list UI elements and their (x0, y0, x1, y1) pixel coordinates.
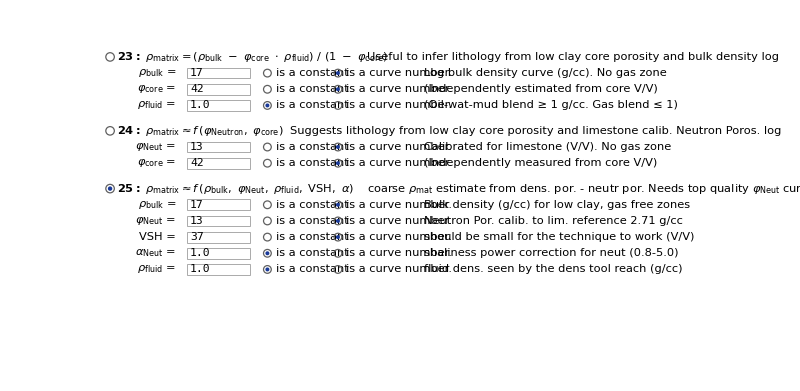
Text: 13: 13 (190, 142, 204, 152)
Text: (Oil-wat-mud blend ≥ 1 g/cc. Gas blend ≤ 1): (Oil-wat-mud blend ≥ 1 g/cc. Gas blend ≤… (424, 100, 678, 110)
Text: (Independently measured from core V/V): (Independently measured from core V/V) (424, 158, 658, 168)
Text: 1.0: 1.0 (190, 248, 210, 258)
Text: Neutron Por. calib. to lim. reference 2.71 g/cc: Neutron Por. calib. to lim. reference 2.… (424, 216, 683, 226)
Text: is a constant: is a constant (276, 68, 349, 78)
Text: fluid dens. seen by the dens tool reach (g/cc): fluid dens. seen by the dens tool reach … (424, 264, 682, 274)
Text: $\rho_{\rm bulk}$ =: $\rho_{\rm bulk}$ = (138, 199, 176, 211)
FancyBboxPatch shape (187, 248, 250, 259)
Text: 17: 17 (190, 200, 204, 210)
Text: $\alpha_{\rm Neut}$ =: $\alpha_{\rm Neut}$ = (135, 248, 176, 259)
Text: is a curve number.: is a curve number. (346, 264, 453, 274)
Text: is a constant: is a constant (276, 158, 349, 168)
Text: is a constant: is a constant (276, 200, 349, 210)
Text: $\varphi_{\rm core}$ =: $\varphi_{\rm core}$ = (137, 157, 176, 169)
Text: is a constant: is a constant (276, 216, 349, 226)
Text: shaliness power correction for neut (0.8-5.0): shaliness power correction for neut (0.8… (424, 248, 678, 258)
Text: is a curve number.: is a curve number. (346, 232, 453, 242)
Circle shape (336, 161, 340, 165)
Text: 37: 37 (190, 232, 204, 242)
Circle shape (336, 145, 340, 149)
FancyBboxPatch shape (187, 158, 250, 169)
Text: is a curve number.: is a curve number. (346, 200, 453, 210)
Circle shape (336, 71, 340, 75)
Text: is a constant: is a constant (276, 264, 349, 274)
FancyBboxPatch shape (187, 84, 250, 95)
Text: $\mathbf{25:}\ \rho_{\rm matrix} \approx f\,(\rho_{\rm bulk},\ \varphi_{\rm Neut: $\mathbf{25:}\ \rho_{\rm matrix} \approx… (117, 181, 354, 196)
Text: is a constant: is a constant (276, 100, 349, 110)
Text: coarse $\rho_{\rm mat}$ estimate from dens. por. - neutr por. Needs top quality : coarse $\rho_{\rm mat}$ estimate from de… (367, 181, 800, 196)
Circle shape (336, 235, 340, 239)
Text: is a constant: is a constant (276, 248, 349, 258)
FancyBboxPatch shape (187, 68, 250, 79)
Text: is a curve number.: is a curve number. (346, 142, 453, 152)
Text: is a curve number.: is a curve number. (346, 100, 453, 110)
Text: Useful to infer lithology from low clay core porosity and bulk density log: Useful to infer lithology from low clay … (367, 52, 779, 62)
FancyBboxPatch shape (187, 199, 250, 210)
Circle shape (266, 104, 270, 108)
Text: (Independently estimated from core V/V): (Independently estimated from core V/V) (424, 84, 658, 94)
Text: $\varphi_{\rm core}$ =: $\varphi_{\rm core}$ = (137, 83, 176, 95)
Text: 42: 42 (190, 84, 204, 94)
Text: is a curve number.: is a curve number. (346, 248, 453, 258)
FancyBboxPatch shape (187, 142, 250, 152)
Circle shape (108, 187, 112, 191)
Text: is a constant: is a constant (276, 142, 349, 152)
Text: is a curve number.: is a curve number. (346, 84, 453, 94)
Text: Bulk density (g/cc) for low clay, gas free zones: Bulk density (g/cc) for low clay, gas fr… (424, 200, 690, 210)
Text: $\rho_{\rm bulk}$ =: $\rho_{\rm bulk}$ = (138, 67, 176, 79)
FancyBboxPatch shape (187, 232, 250, 242)
Text: Calibrated for limestone (V/V). No gas zone: Calibrated for limestone (V/V). No gas z… (424, 142, 671, 152)
Circle shape (266, 251, 270, 255)
Text: is a constant: is a constant (276, 84, 349, 94)
Text: $\mathbf{24:}\ \rho_{\rm matrix} \approx f\,(\varphi_{\rm Neutron},\ \varphi_{\r: $\mathbf{24:}\ \rho_{\rm matrix} \approx… (117, 124, 283, 138)
Text: should be small for the technique to work (V/V): should be small for the technique to wor… (424, 232, 694, 242)
FancyBboxPatch shape (187, 264, 250, 275)
Text: is a constant: is a constant (276, 232, 349, 242)
Text: is a curve number.: is a curve number. (346, 216, 453, 226)
Text: VSH =: VSH = (139, 232, 176, 242)
Circle shape (266, 267, 270, 271)
Circle shape (336, 219, 340, 223)
Text: $\rho_{\rm fluid}$ =: $\rho_{\rm fluid}$ = (137, 99, 176, 111)
Text: $\mathbf{23:}\ \rho_{\rm matrix} = (\rho_{\rm bulk}\ -\ \varphi_{\rm core}\ \cdo: $\mathbf{23:}\ \rho_{\rm matrix} = (\rho… (117, 50, 388, 64)
Text: is a curve number.: is a curve number. (346, 68, 453, 78)
FancyBboxPatch shape (187, 100, 250, 111)
FancyBboxPatch shape (187, 215, 250, 226)
Text: 1.0: 1.0 (190, 264, 210, 274)
Text: Log bulk density curve (g/cc). No gas zone: Log bulk density curve (g/cc). No gas zo… (424, 68, 666, 78)
Text: 42: 42 (190, 158, 204, 168)
Text: $\varphi_{\rm Neut}$ =: $\varphi_{\rm Neut}$ = (135, 141, 176, 153)
Circle shape (336, 87, 340, 91)
Text: is a curve number.: is a curve number. (346, 158, 453, 168)
Text: 13: 13 (190, 216, 204, 226)
Text: $\varphi_{\rm Neut}$ =: $\varphi_{\rm Neut}$ = (135, 215, 176, 227)
Circle shape (336, 203, 340, 207)
Text: 1.0: 1.0 (190, 100, 210, 110)
Text: 17: 17 (190, 68, 204, 78)
Text: $\rho_{\rm fluid}$ =: $\rho_{\rm fluid}$ = (137, 264, 176, 275)
Text: Suggests lithology from low clay core porosity and limestone calib. Neutron Poro: Suggests lithology from low clay core po… (290, 126, 782, 136)
